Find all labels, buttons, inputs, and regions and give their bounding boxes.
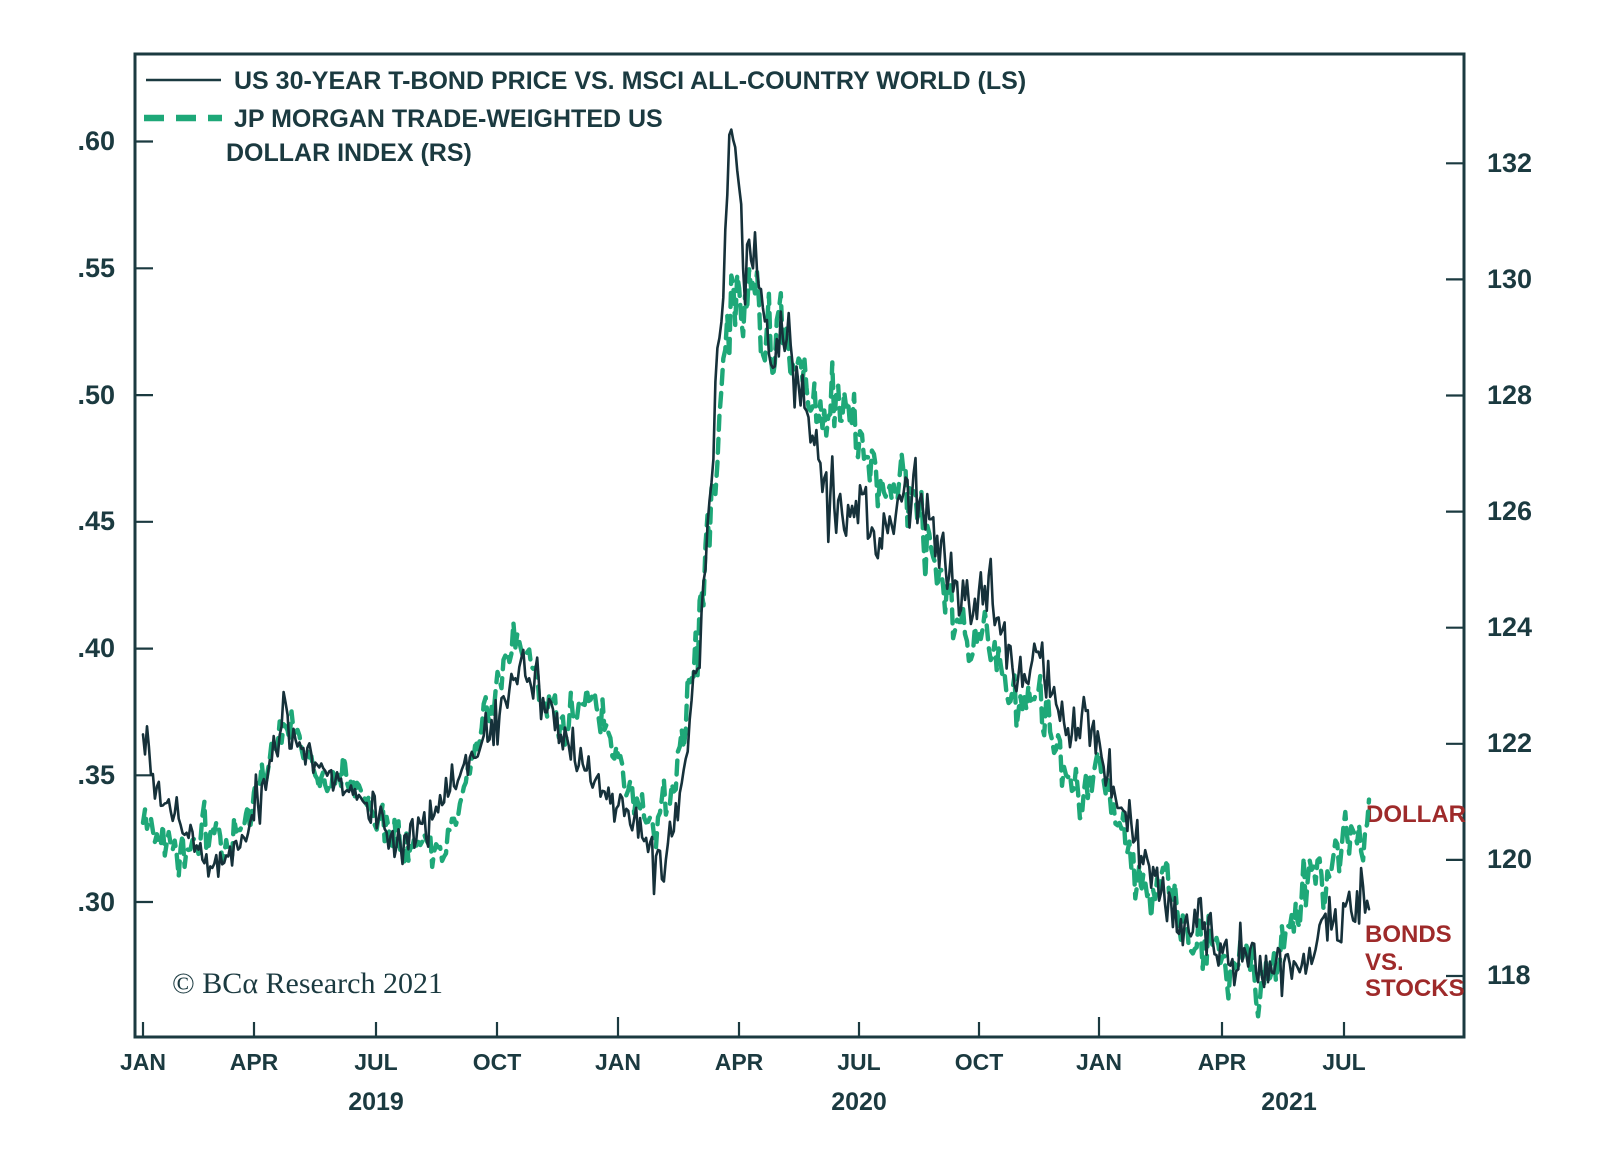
svg-text:DOLLAR INDEX (RS): DOLLAR INDEX (RS)	[226, 139, 472, 167]
svg-text:US 30-YEAR T-BOND PRICE VS. MS: US 30-YEAR T-BOND PRICE VS. MSCI ALL-COU…	[234, 67, 1026, 95]
svg-text:APR: APR	[1198, 1049, 1247, 1075]
svg-text:OCT: OCT	[473, 1049, 522, 1075]
svg-text:.50: .50	[77, 380, 115, 410]
svg-text:OCT: OCT	[955, 1049, 1004, 1075]
svg-text:2019: 2019	[348, 1088, 404, 1116]
svg-text:JUL: JUL	[1322, 1049, 1365, 1075]
svg-text:120: 120	[1487, 844, 1532, 874]
svg-text:122: 122	[1487, 728, 1532, 758]
svg-text:JUL: JUL	[354, 1049, 397, 1075]
svg-text:126: 126	[1487, 496, 1532, 526]
svg-text:VS.: VS.	[1365, 949, 1404, 976]
svg-text:© BCα Research 2021: © BCα Research 2021	[172, 967, 443, 1000]
svg-text:2021: 2021	[1261, 1088, 1317, 1116]
svg-text:STOCKS: STOCKS	[1365, 975, 1465, 1002]
svg-text:130: 130	[1487, 264, 1532, 294]
svg-text:132: 132	[1487, 148, 1532, 178]
svg-text:124: 124	[1487, 612, 1532, 642]
svg-text:JP MORGAN TRADE-WEIGHTED US: JP MORGAN TRADE-WEIGHTED US	[234, 105, 663, 133]
svg-text:128: 128	[1487, 380, 1532, 410]
svg-text:JAN: JAN	[595, 1049, 641, 1075]
svg-text:.30: .30	[77, 887, 115, 917]
svg-text:JAN: JAN	[1076, 1049, 1122, 1075]
svg-text:.40: .40	[77, 633, 115, 663]
svg-text:2020: 2020	[831, 1088, 887, 1116]
svg-text:.60: .60	[77, 126, 115, 156]
svg-text:.55: .55	[77, 253, 115, 283]
svg-text:.35: .35	[77, 760, 115, 790]
svg-text:DOLLAR: DOLLAR	[1366, 801, 1466, 828]
svg-text:118: 118	[1487, 960, 1531, 990]
svg-text:JAN: JAN	[120, 1049, 166, 1075]
svg-text:APR: APR	[715, 1049, 764, 1075]
svg-text:BONDS: BONDS	[1365, 921, 1452, 948]
svg-text:JUL: JUL	[837, 1049, 880, 1075]
svg-text:.45: .45	[77, 506, 115, 536]
svg-text:APR: APR	[230, 1049, 279, 1075]
